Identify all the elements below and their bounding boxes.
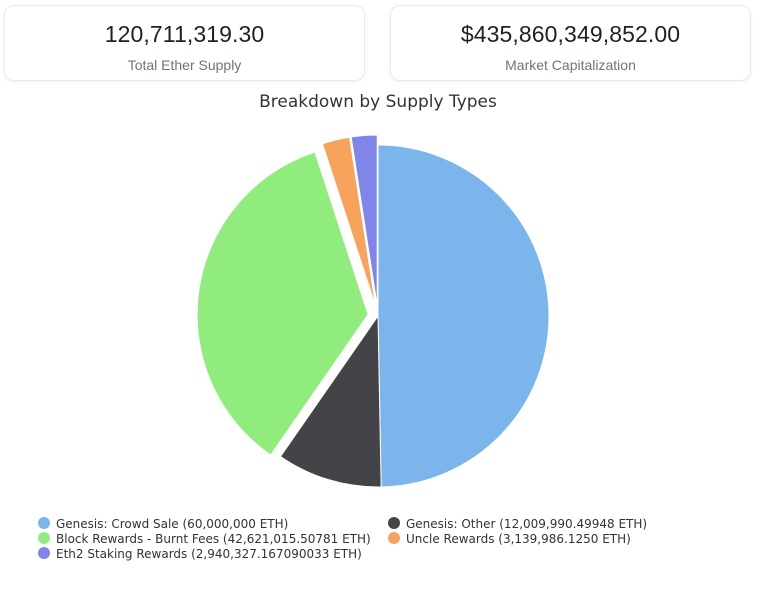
pie-slices xyxy=(196,134,550,488)
pie-slice-eth2-staking-rewards[interactable] xyxy=(350,134,378,307)
total-supply-value: 120,711,319.30 xyxy=(104,21,265,47)
pie-slice-uncle-rewards[interactable] xyxy=(321,136,377,307)
legend-label: Block Rewards - Burnt Fees (42,621,015.5… xyxy=(56,532,371,546)
legend-item-eth2-staking-rewards[interactable]: Eth2 Staking Rewards (2,940,327.16709003… xyxy=(38,546,362,562)
pie-slice-block-rewards-burnt-fees[interactable] xyxy=(196,151,369,456)
total-supply-label: Total Ether Supply xyxy=(127,57,242,73)
legend-label: Genesis: Crowd Sale (60,000,000 ETH) xyxy=(56,517,289,531)
legend-item-genesis-crowd-sale[interactable]: Genesis: Crowd Sale (60,000,000 ETH) xyxy=(38,516,288,532)
legend-marker xyxy=(388,517,400,529)
legend-marker xyxy=(38,532,50,544)
legend-marker xyxy=(38,547,50,559)
market-cap-card: $435,860,349,852.00 Market Capitalizatio… xyxy=(390,5,751,81)
legend-item-block-rewards-burnt-fees[interactable]: Block Rewards - Burnt Fees (42,621,015.5… xyxy=(38,531,371,547)
legend-marker xyxy=(38,517,50,529)
legend-item-uncle-rewards[interactable]: Uncle Rewards (3,139,986.1250 ETH) xyxy=(388,531,631,547)
legend-label: Eth2 Staking Rewards (2,940,327.16709003… xyxy=(56,547,362,561)
market-cap-label: Market Capitalization xyxy=(505,57,636,73)
legend-label: Uncle Rewards (3,139,986.1250 ETH) xyxy=(406,532,631,546)
chart-title: Breakdown by Supply Types xyxy=(259,92,497,112)
legend-item-genesis-other[interactable]: Genesis: Other (12,009,990.49948 ETH) xyxy=(388,516,647,532)
market-cap-value: $435,860,349,852.00 xyxy=(460,21,681,47)
total-supply-card: 120,711,319.30 Total Ether Supply xyxy=(4,5,365,81)
legend-marker xyxy=(388,532,400,544)
pie-slice-genesis-other[interactable] xyxy=(279,314,382,488)
pie-slice-genesis-crowd-sale[interactable] xyxy=(377,144,550,488)
legend-label: Genesis: Other (12,009,990.49948 ETH) xyxy=(406,517,648,531)
